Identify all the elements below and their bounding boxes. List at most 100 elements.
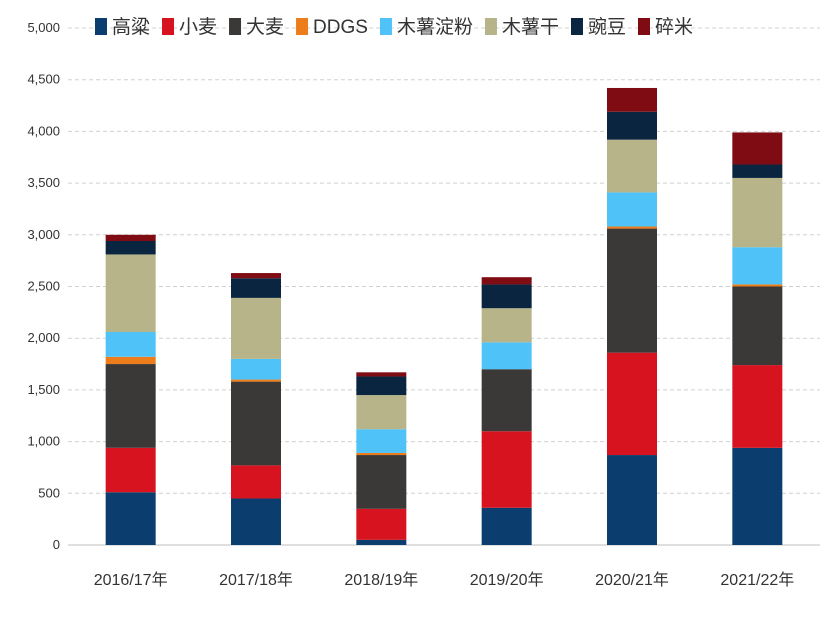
- legend-item: 小麦: [162, 16, 217, 38]
- bar-segment: [105, 241, 156, 255]
- bar-segment: [481, 431, 532, 508]
- y-tick-label: 5,000: [27, 20, 60, 35]
- bar-segment: [231, 358, 281, 380]
- y-axis-ticks: 0 500 1,000 1,500 2,000 2,500 3,000 3,500 4,000 4…: [27, 20, 60, 552]
- bar-segment: [481, 369, 532, 432]
- bar-segment: [732, 447, 783, 545]
- legend-swatch: [570, 18, 583, 35]
- legend-item: 豌豆: [570, 16, 626, 38]
- bar-segment: [231, 381, 281, 466]
- bar-segment: [356, 452, 407, 456]
- legend-label: 小麦: [179, 16, 217, 38]
- y-tick-label: 3,500: [27, 175, 60, 190]
- bar-segment: [481, 342, 532, 370]
- y-tick-label: 3,000: [27, 227, 60, 242]
- bar-stack: [732, 132, 783, 545]
- legend-label: 大麦: [246, 16, 284, 38]
- legend-item: 大麦: [229, 16, 284, 38]
- bar-stack: [231, 273, 281, 545]
- bar-segment: [105, 492, 156, 545]
- bar-segment: [732, 247, 783, 285]
- bar-segment: [481, 308, 532, 343]
- bar-segment: [105, 331, 156, 357]
- bar-segment: [732, 365, 783, 448]
- bar-segment: [607, 192, 657, 227]
- bar-segment: [231, 379, 281, 382]
- x-category-label: 2020/21年: [595, 571, 669, 589]
- y-tick-label: 2,500: [27, 279, 60, 294]
- legend-item: 碎米: [638, 16, 693, 38]
- legend-swatch: [229, 18, 242, 35]
- legend: 高粱 小麦 大麦 DDGS 木薯淀粉 木薯干 豌豆 碎米: [95, 16, 693, 38]
- bar-segment: [231, 278, 281, 298]
- legend-swatch: [379, 18, 392, 35]
- bar-segment: [105, 254, 156, 332]
- gridlines: [68, 27, 820, 546]
- bar-segment: [105, 356, 156, 365]
- bar-segment: [356, 455, 407, 509]
- bar-stack: [356, 372, 407, 545]
- bar-segment: [607, 111, 657, 140]
- legend-label: 豌豆: [588, 16, 626, 38]
- legend-label: 木薯淀粉: [397, 16, 473, 38]
- y-tick-label: 4,500: [27, 72, 60, 87]
- bar-segment: [732, 177, 783, 248]
- bars: [105, 87, 783, 545]
- x-axis-labels: 2016/17年 2017/18年 2018/19年 2019/20年 2020/21年…: [94, 571, 795, 589]
- x-category-label: 2017/18年: [219, 571, 293, 589]
- y-tick-label: 2,000: [27, 330, 60, 345]
- legend-swatch: [162, 18, 175, 35]
- bar-segment: [231, 273, 281, 279]
- y-tick-label: 1,000: [27, 434, 60, 449]
- bar-segment: [231, 297, 281, 359]
- bar-segment: [356, 508, 407, 540]
- bar-segment: [607, 455, 657, 545]
- bar-stack: [607, 87, 657, 545]
- bar-stack: [481, 277, 532, 545]
- legend-swatch: [638, 18, 650, 35]
- legend-item: 木薯淀粉: [379, 16, 473, 38]
- bar-segment: [732, 286, 783, 366]
- x-category-label: 2021/22年: [720, 571, 794, 589]
- y-tick-label: 0: [53, 537, 60, 552]
- bar-segment: [481, 507, 532, 545]
- bar-segment: [105, 447, 156, 493]
- bar-segment: [356, 539, 407, 545]
- bar-segment: [231, 465, 281, 499]
- y-tick-label: 1,500: [27, 382, 60, 397]
- bar-segment: [105, 364, 156, 448]
- bar-segment: [607, 352, 657, 456]
- bar-segment: [356, 372, 407, 377]
- bar-segment: [607, 226, 657, 229]
- bar-segment: [732, 164, 783, 178]
- legend-label: DDGS: [313, 17, 368, 38]
- bar-segment: [732, 284, 783, 287]
- bar-segment: [481, 284, 532, 309]
- bar-segment: [105, 234, 156, 242]
- bar-segment: [231, 498, 281, 545]
- y-tick-label: 500: [38, 485, 60, 500]
- legend-label: 碎米: [655, 16, 693, 38]
- legend-swatch: [484, 18, 497, 35]
- bar-segment: [481, 277, 532, 285]
- bar-segment: [607, 87, 657, 112]
- bar-segment: [607, 139, 657, 193]
- bar-segment: [356, 395, 407, 430]
- legend-item: DDGS: [296, 17, 368, 38]
- legend-label: 高粱: [112, 16, 150, 38]
- legend-swatch: [296, 18, 309, 35]
- bar-segment: [732, 132, 783, 165]
- legend-item: 木薯干: [484, 16, 559, 38]
- x-category-label: 2019/20年: [470, 571, 544, 589]
- x-category-label: 2016/17年: [94, 571, 168, 589]
- bar-stack: [105, 234, 156, 545]
- y-tick-label: 4,000: [27, 123, 60, 138]
- bar-segment: [356, 429, 407, 453]
- legend-label: 木薯干: [502, 16, 559, 38]
- x-category-label: 2018/19年: [344, 571, 418, 589]
- legend-swatch: [95, 18, 107, 35]
- legend-item: 高粱: [95, 16, 150, 38]
- bar-segment: [607, 228, 657, 353]
- bar-segment: [356, 376, 407, 396]
